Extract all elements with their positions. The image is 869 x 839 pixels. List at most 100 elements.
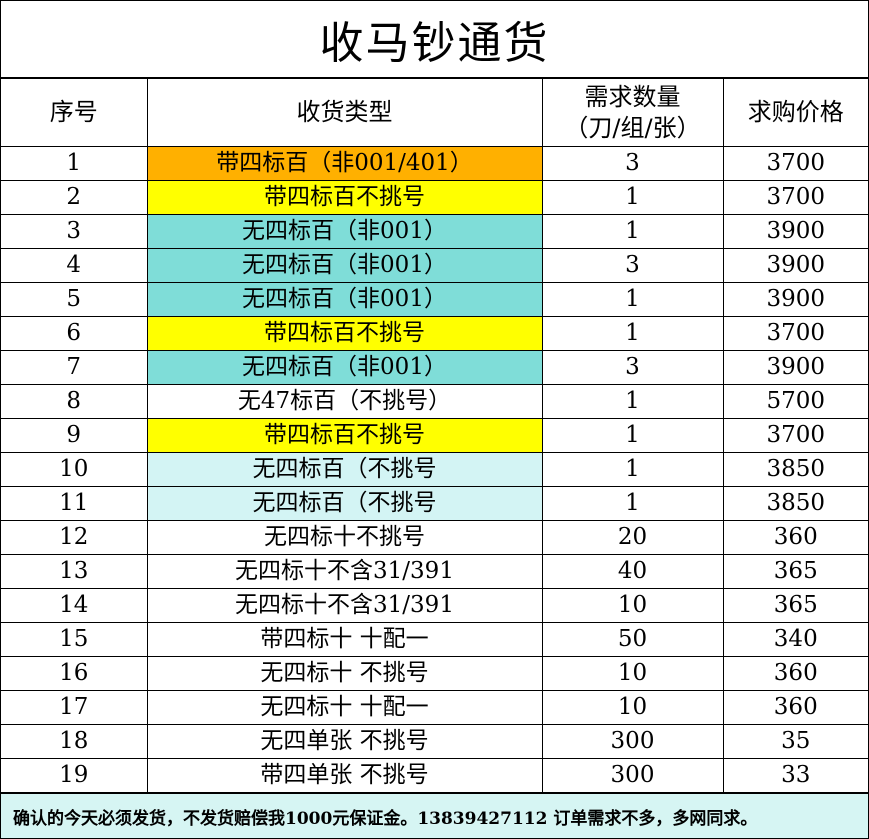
cell-type[interactable]: 无四单张 不挑号 [146, 724, 543, 759]
cell-index[interactable]: 12 [1, 520, 148, 555]
cell-type[interactable]: 带四标百不挑号 [146, 316, 543, 351]
cell-type[interactable]: 带四单张 不挑号 [146, 758, 543, 793]
cell-type[interactable]: 带四标百不挑号 [146, 180, 543, 215]
cell-quantity[interactable]: 1 [541, 452, 724, 487]
table-row: 11 无四标百（不挑号 1 3850 [1, 486, 868, 521]
table-row: 9 带四标百不挑号 1 3700 [1, 418, 868, 453]
cell-type[interactable]: 带四标百不挑号 [146, 418, 543, 453]
header-index[interactable]: 序号 [1, 78, 148, 147]
table-row: 18 无四单张 不挑号 300 35 [1, 724, 868, 759]
cell-quantity[interactable]: 40 [541, 554, 724, 589]
table-row: 8 无47标百（不挑号） 1 5700 [1, 384, 868, 419]
cell-type[interactable]: 带四标百（非001/401） [146, 146, 543, 181]
header-quantity-line1: 需求数量 [584, 82, 681, 111]
cell-index[interactable]: 17 [1, 690, 148, 725]
cell-price[interactable]: 360 [722, 520, 868, 555]
header-quantity[interactable]: 需求数量 （刀/组/张） [541, 78, 724, 147]
cell-index[interactable]: 8 [1, 384, 148, 419]
cell-type[interactable]: 无四标十不含31/391 [146, 554, 543, 589]
cell-type[interactable]: 无47标百（不挑号） [146, 384, 543, 419]
cell-price[interactable]: 5700 [722, 384, 868, 419]
cell-quantity[interactable]: 10 [541, 588, 724, 623]
cell-type[interactable]: 无四标十不挑号 [146, 520, 543, 555]
cell-type[interactable]: 无四标百（非001） [146, 248, 543, 283]
table-row: 15 带四标十 十配一 50 340 [1, 622, 868, 657]
cell-type[interactable]: 无四标十 不挑号 [146, 656, 543, 691]
table-row: 16 无四标十 不挑号 10 360 [1, 656, 868, 691]
table-row: 12 无四标十不挑号 20 360 [1, 520, 868, 555]
cell-quantity[interactable]: 10 [541, 690, 724, 725]
sheet-title: 收马钞通货 [1, 1, 868, 78]
cell-type[interactable]: 无四标百（不挑号 [146, 452, 543, 487]
cell-price[interactable]: 360 [722, 690, 868, 725]
header-price[interactable]: 求购价格 [722, 78, 868, 147]
cell-quantity[interactable]: 3 [541, 350, 724, 385]
cell-quantity[interactable]: 10 [541, 656, 724, 691]
header-type[interactable]: 收货类型 [146, 78, 543, 147]
cell-quantity[interactable]: 300 [541, 758, 724, 793]
cell-index[interactable]: 16 [1, 656, 148, 691]
table-row: 5 无四标百（非001） 1 3900 [1, 282, 868, 317]
table-row: 4 无四标百（非001） 3 3900 [1, 248, 868, 283]
cell-price[interactable]: 3900 [722, 248, 868, 283]
header-quantity-line2: （刀/组/张） [564, 113, 701, 142]
cell-type[interactable]: 无四标十不含31/391 [146, 588, 543, 623]
cell-index[interactable]: 13 [1, 554, 148, 589]
cell-type[interactable]: 无四标十 十配一 [146, 690, 543, 725]
cell-index[interactable]: 4 [1, 248, 148, 283]
cell-index[interactable]: 19 [1, 758, 148, 793]
cell-price[interactable]: 3700 [722, 418, 868, 453]
cell-type[interactable]: 无四标百（非001） [146, 214, 543, 249]
cell-index[interactable]: 14 [1, 588, 148, 623]
cell-price[interactable]: 35 [722, 724, 868, 759]
cell-index[interactable]: 7 [1, 350, 148, 385]
table-row: 19 带四单张 不挑号 300 33 [1, 758, 868, 793]
cell-price[interactable]: 340 [722, 622, 868, 657]
cell-type[interactable]: 无四标百（非001） [146, 282, 543, 317]
cell-price[interactable]: 3850 [722, 452, 868, 487]
cell-index[interactable]: 18 [1, 724, 148, 759]
cell-index[interactable]: 15 [1, 622, 148, 657]
cell-quantity[interactable]: 1 [541, 384, 724, 419]
cell-price[interactable]: 365 [722, 588, 868, 623]
cell-quantity[interactable]: 1 [541, 180, 724, 215]
cell-index[interactable]: 10 [1, 452, 148, 487]
table-row: 10 无四标百（不挑号 1 3850 [1, 452, 868, 487]
cell-quantity[interactable]: 300 [541, 724, 724, 759]
cell-quantity[interactable]: 1 [541, 316, 724, 351]
cell-price[interactable]: 3900 [722, 282, 868, 317]
cell-index[interactable]: 9 [1, 418, 148, 453]
cell-price[interactable]: 3900 [722, 214, 868, 249]
cell-quantity[interactable]: 3 [541, 248, 724, 283]
cell-quantity[interactable]: 1 [541, 418, 724, 453]
cell-index[interactable]: 11 [1, 486, 148, 521]
cell-price[interactable]: 3900 [722, 350, 868, 385]
cell-type[interactable]: 无四标百（非001） [146, 350, 543, 385]
cell-index[interactable]: 3 [1, 214, 148, 249]
cell-price[interactable]: 3700 [722, 180, 868, 215]
table-row: 6 带四标百不挑号 1 3700 [1, 316, 868, 351]
cell-price[interactable]: 3700 [722, 316, 868, 351]
cell-quantity[interactable]: 20 [541, 520, 724, 555]
cell-price[interactable]: 3700 [722, 146, 868, 181]
cell-price[interactable]: 33 [722, 758, 868, 793]
cell-index[interactable]: 6 [1, 316, 148, 351]
cell-index[interactable]: 5 [1, 282, 148, 317]
table-row: 7 无四标百（非001） 3 3900 [1, 350, 868, 385]
cell-price[interactable]: 360 [722, 656, 868, 691]
cell-price[interactable]: 3850 [722, 486, 868, 521]
cell-index[interactable]: 1 [1, 146, 148, 181]
cell-quantity[interactable]: 1 [541, 282, 724, 317]
table-row: 3 无四标百（非001） 1 3900 [1, 214, 868, 249]
cell-quantity[interactable]: 50 [541, 622, 724, 657]
cell-type[interactable]: 带四标十 十配一 [146, 622, 543, 657]
cell-type[interactable]: 无四标百（不挑号 [146, 486, 543, 521]
cell-quantity[interactable]: 1 [541, 486, 724, 521]
cell-index[interactable]: 2 [1, 180, 148, 215]
cell-quantity[interactable]: 3 [541, 146, 724, 181]
table-row: 14 无四标十不含31/391 10 365 [1, 588, 868, 623]
cell-quantity[interactable]: 1 [541, 214, 724, 249]
table-row: 17 无四标十 十配一 10 360 [1, 690, 868, 725]
cell-price[interactable]: 365 [722, 554, 868, 589]
